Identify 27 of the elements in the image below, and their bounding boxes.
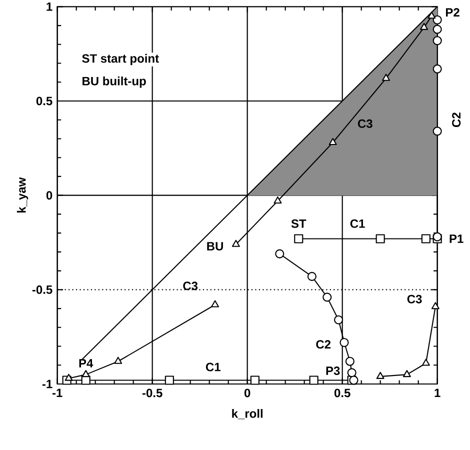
x-tick-label: 0 xyxy=(244,388,250,398)
annotation: BU xyxy=(207,242,223,250)
y-tick-label: 1 xyxy=(46,2,52,11)
annotation: C1 xyxy=(350,219,365,228)
annotation: C1 xyxy=(206,362,220,372)
annotation: ST start point xyxy=(82,54,159,66)
y-tick-label: 0 xyxy=(46,191,52,200)
y-tick-label: -1 xyxy=(42,380,52,388)
annotation: BU built-up xyxy=(82,76,146,88)
annotation: C3 xyxy=(358,119,372,128)
x-tick-label: 0.5 xyxy=(334,388,350,398)
annotation: C3 xyxy=(407,294,422,304)
text: P2 xyxy=(446,8,460,17)
y-axis-title: k_yaw xyxy=(16,177,28,213)
y-tick-label: 0.5 xyxy=(36,96,52,106)
annotation: ST xyxy=(291,219,306,228)
x-tick-label: -0.5 xyxy=(142,388,162,398)
x-axis-title: k_roll xyxy=(232,409,262,420)
x-tick-label: 1 xyxy=(434,388,440,397)
y-tick-label: -0.5 xyxy=(32,285,52,294)
annotation: C3 xyxy=(183,282,198,290)
annotation: P3 xyxy=(326,366,340,376)
x-tick-label: -1 xyxy=(52,388,62,397)
text: C2 xyxy=(452,112,461,128)
annotation: C2 xyxy=(316,340,331,349)
text: P1 xyxy=(450,234,464,243)
annotation: P4 xyxy=(79,359,94,368)
